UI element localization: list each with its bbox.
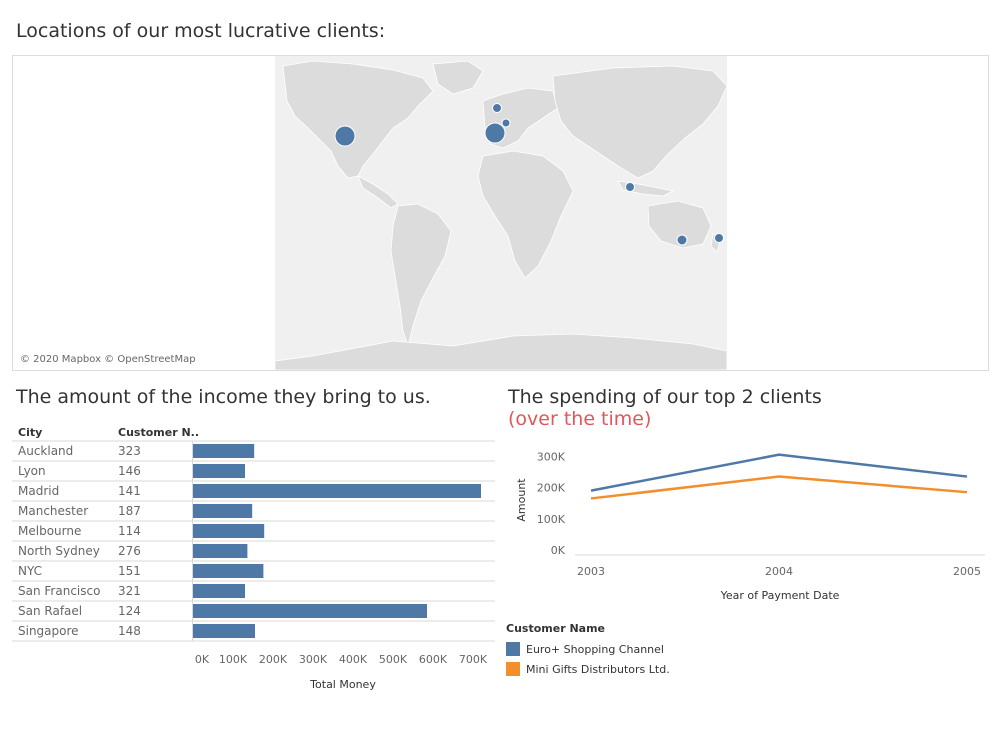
bar-singapore[interactable] bbox=[193, 624, 255, 638]
bar-auckland[interactable] bbox=[193, 444, 255, 458]
row-customer-number: 146 bbox=[118, 464, 141, 478]
map-title: Locations of our most lucrative clients: bbox=[16, 20, 386, 42]
bar-san-rafael[interactable] bbox=[193, 604, 427, 618]
line-x-tick-label: 2004 bbox=[765, 565, 793, 578]
bubble-melbourne[interactable] bbox=[676, 234, 688, 246]
line-y-tick-label: 300K bbox=[537, 450, 566, 463]
bar-x-tick-label: 700K bbox=[459, 653, 488, 666]
legend-item-minigifts[interactable]: Mini Gifts Distributors Ltd. bbox=[506, 659, 670, 679]
greenland-land bbox=[432, 60, 484, 95]
income-bar-chart: City Customer N.. Auckland 323 Lyon 146 Madrid… bbox=[12, 426, 495, 691]
row-customer-number: 323 bbox=[118, 444, 141, 458]
bubble-manchester[interactable] bbox=[492, 103, 502, 113]
line-x-tick-label: 2005 bbox=[953, 565, 981, 578]
row-customer-number: 276 bbox=[118, 544, 141, 558]
row-customer-number: 114 bbox=[118, 524, 141, 538]
world-map-canvas[interactable] bbox=[13, 56, 988, 370]
row-city-label: Manchester bbox=[18, 504, 88, 518]
line-series-mini-gifts-distributors[interactable] bbox=[590, 475, 968, 500]
row-city-label: Melbourne bbox=[18, 524, 81, 538]
australia-land bbox=[647, 200, 712, 249]
client-bubbles bbox=[334, 103, 724, 246]
bar-san-francisco[interactable] bbox=[193, 584, 245, 598]
legend-label-minigifts: Mini Gifts Distributors Ltd. bbox=[526, 662, 670, 676]
line-chart-title-main: The spending of our top 2 clients bbox=[508, 386, 822, 408]
bar-madrid[interactable] bbox=[193, 484, 481, 498]
bar-x-axis-title: Total Money bbox=[309, 678, 376, 691]
asia-land bbox=[552, 65, 728, 179]
bar-x-tick-label: 100K bbox=[219, 653, 248, 666]
legend-label-euro: Euro+ Shopping Channel bbox=[526, 642, 664, 656]
row-city-label: Auckland bbox=[18, 444, 73, 458]
bar-manchester[interactable] bbox=[193, 504, 253, 518]
col-header-customer-number: Customer N.. bbox=[118, 426, 199, 439]
row-city-label: NYC bbox=[18, 564, 42, 578]
row-city-label: Singapore bbox=[18, 624, 79, 638]
north-america-land bbox=[282, 60, 434, 179]
legend-item-euro[interactable]: Euro+ Shopping Channel bbox=[506, 639, 670, 659]
line-y-tick-label: 100K bbox=[537, 513, 566, 526]
line-y-axis-title: Amount bbox=[515, 478, 528, 522]
map-credit: © 2020 Mapbox © OpenStreetMap bbox=[20, 354, 196, 365]
bar-x-tick-label: 400K bbox=[339, 653, 368, 666]
bar-melbourne[interactable] bbox=[193, 524, 265, 538]
row-city-label: San Rafael bbox=[18, 604, 82, 618]
col-header-city: City bbox=[18, 426, 42, 439]
bar-x-tick-label: 600K bbox=[419, 653, 448, 666]
antarctica-land bbox=[274, 333, 728, 370]
map-landmasses bbox=[274, 60, 728, 370]
row-customer-number: 124 bbox=[118, 604, 141, 618]
bubble-madrid[interactable] bbox=[484, 122, 506, 144]
bubble-singapore[interactable] bbox=[625, 182, 635, 192]
row-customer-number: 187 bbox=[118, 504, 141, 518]
line-chart-subtitle: (over the time) bbox=[508, 408, 652, 430]
row-city-label: North Sydney bbox=[18, 544, 100, 558]
bar-nyc[interactable] bbox=[193, 564, 264, 578]
row-customer-number: 148 bbox=[118, 624, 141, 638]
row-customer-number: 141 bbox=[118, 484, 141, 498]
line-y-tick-label: 0K bbox=[551, 544, 566, 557]
bar-lyon[interactable] bbox=[193, 464, 245, 478]
south-america-land bbox=[390, 203, 452, 348]
bar-chart-title: The amount of the income they bring to u… bbox=[16, 386, 431, 408]
bar-x-tick-label: 200K bbox=[259, 653, 288, 666]
bar-x-tick-label: 500K bbox=[379, 653, 408, 666]
line-x-axis-title: Year of Payment Date bbox=[720, 589, 840, 602]
line-series-euro-shopping-channel[interactable] bbox=[590, 453, 968, 492]
line-legend: Customer Name Euro+ Shopping Channel Min… bbox=[506, 622, 670, 679]
spending-line-chart: 0K 100K 200K 300K Amount 2003 2004 2005 Year of … bbox=[515, 450, 985, 602]
row-city-label: Lyon bbox=[18, 464, 46, 478]
bar-north-sydney[interactable] bbox=[193, 544, 248, 558]
world-map[interactable]: © 2020 Mapbox © OpenStreetMap bbox=[12, 55, 989, 371]
legend-swatch-minigifts bbox=[506, 662, 520, 676]
africa-land bbox=[477, 150, 574, 279]
central-america-land bbox=[357, 175, 399, 209]
legend-title: Customer Name bbox=[506, 622, 605, 635]
legend-swatch-euro bbox=[506, 642, 520, 656]
bar-x-tick-label: 300K bbox=[299, 653, 328, 666]
line-chart-title: The spending of our top 2 clients (over … bbox=[508, 386, 822, 430]
row-customer-number: 321 bbox=[118, 584, 141, 598]
line-x-tick-label: 2003 bbox=[577, 565, 605, 578]
row-city-label: Madrid bbox=[18, 484, 59, 498]
bubble-lyon[interactable] bbox=[501, 118, 511, 128]
bubble-san-francisco[interactable] bbox=[334, 125, 356, 147]
row-city-label: San Francisco bbox=[18, 584, 100, 598]
row-customer-number: 151 bbox=[118, 564, 141, 578]
line-y-tick-label: 200K bbox=[537, 482, 566, 495]
bubble-auckland[interactable] bbox=[714, 233, 724, 243]
bar-x-tick-label: 0K bbox=[195, 653, 210, 666]
